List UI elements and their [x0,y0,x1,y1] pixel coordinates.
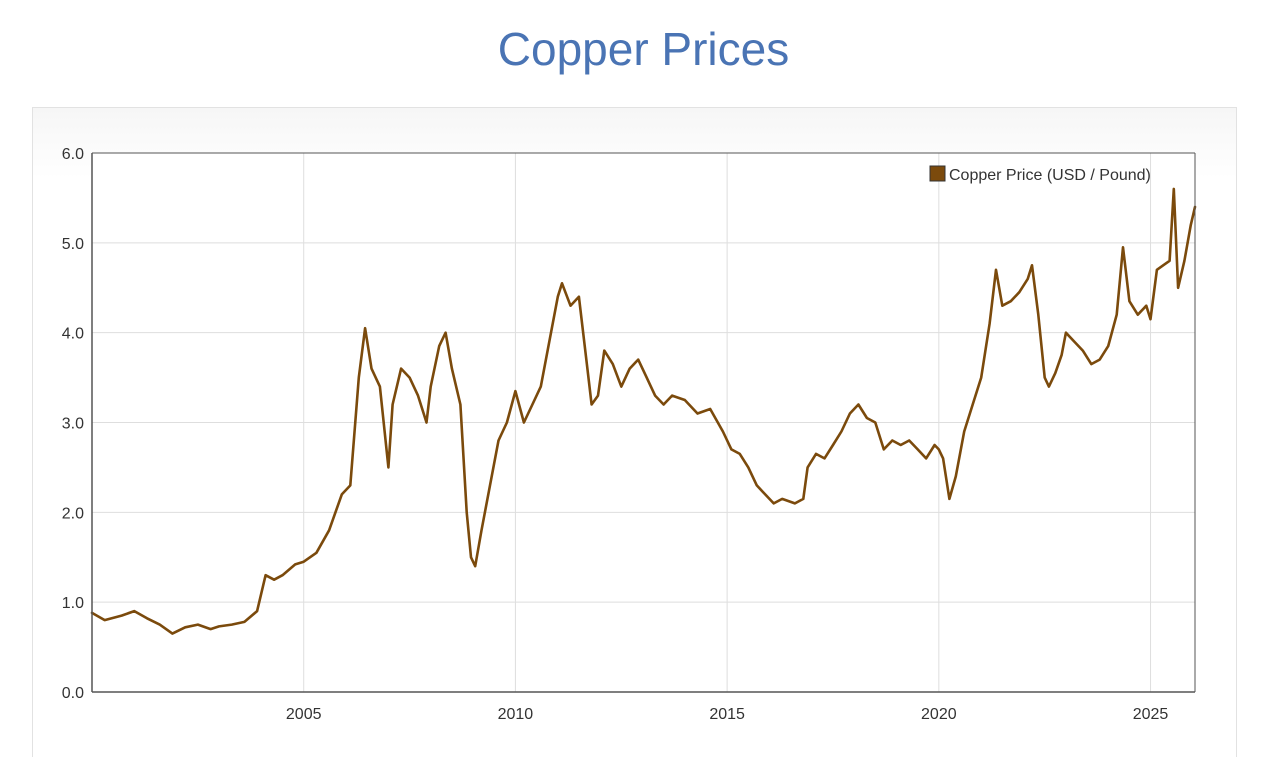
tick-labels: 0.0 1.0 2.0 3.0 4.0 5.0 6.0 2005 2010 2015 2020 202… [62,146,1169,723]
y-tick-label: 3.0 [62,416,84,433]
legend-swatch [929,165,946,182]
page-title: Copper Prices [497,23,790,75]
x-tick-label: 2010 [498,706,534,723]
legend-label: Copper Price (USD / Pound) [949,167,1151,184]
x-tick-label: 2025 [1133,706,1169,723]
y-tick-label: 1.0 [62,595,84,612]
series-line-copper-price [90,187,1197,635]
y-tick-label: 5.0 [62,236,84,253]
y-tick-label: 6.0 [62,146,84,163]
grid-lines [92,152,1195,693]
x-tick-label: 2020 [921,706,957,723]
y-tick-label: 2.0 [62,505,84,522]
x-tick-label: 2015 [709,706,745,723]
y-tick-label: 4.0 [62,326,84,343]
y-tick-label: 0.0 [62,685,84,702]
legend: Copper Price (USD / Pound) [929,165,1151,184]
series-layer [90,187,1197,635]
axes [91,152,1196,693]
x-tick-label: 2005 [286,706,322,723]
